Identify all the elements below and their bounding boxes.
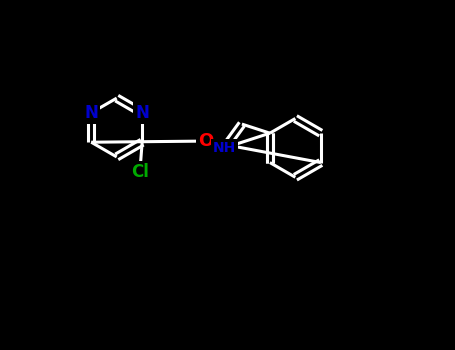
Text: NH: NH [213,141,236,155]
Text: Cl: Cl [131,163,149,181]
Text: O: O [198,132,214,150]
Text: N: N [135,104,149,122]
Text: N: N [84,104,98,122]
